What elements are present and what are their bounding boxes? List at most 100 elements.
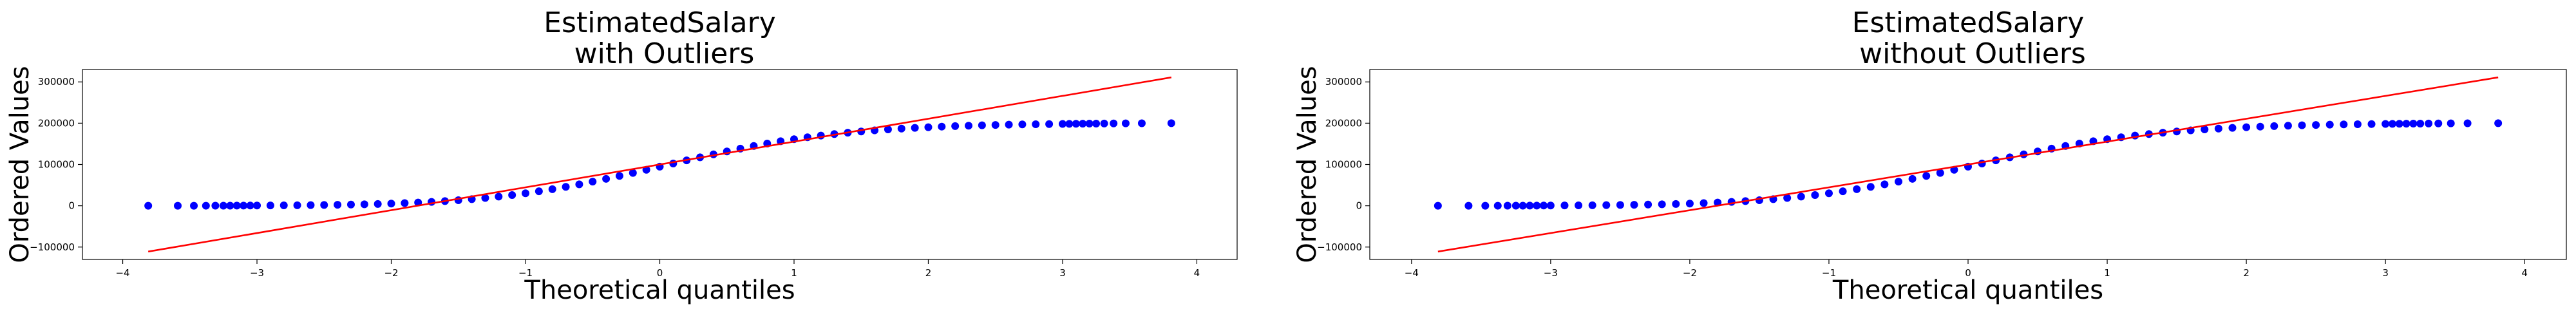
data-point (2425, 119, 2433, 127)
data-point (669, 160, 677, 168)
data-point (1121, 119, 1130, 127)
y-tick-label: 0 (1356, 200, 1362, 212)
data-point (2325, 120, 2334, 129)
data-point (387, 200, 395, 208)
data-point (144, 201, 153, 210)
data-point (2395, 120, 2403, 128)
data-point (1700, 199, 1708, 207)
data-point (174, 201, 182, 210)
plot-series-group (144, 76, 1175, 253)
data-point (2353, 120, 2362, 128)
x-tick-label: 2 (2243, 267, 2249, 279)
data-point (232, 201, 241, 210)
data-point (219, 201, 227, 210)
data-point (1072, 120, 1080, 128)
y-tick-label: 0 (68, 200, 75, 212)
chart-panel-1: −4 −3 −2 −1 0 1 2 3 4 −100000 0 100000 200000 300000 E… (5, 6, 1238, 305)
data-point (965, 122, 973, 130)
data-point (2340, 120, 2348, 129)
data-point (1018, 120, 1027, 129)
data-point (1616, 201, 1624, 209)
data-point (2434, 119, 2443, 127)
x-tick-label: 4 (1194, 267, 1200, 279)
x-tick-label: 1 (791, 267, 797, 279)
data-point (320, 201, 328, 209)
y-tick-label: −100000 (1317, 241, 1362, 253)
data-point (615, 172, 623, 180)
data-point (190, 201, 198, 210)
data-point (1783, 194, 1792, 202)
data-point (1137, 119, 1146, 127)
y-tick-label: 100000 (1325, 159, 1362, 171)
chart-panel-2: −4 −3 −2 −1 0 1 2 3 4 −100000 0 100000 200000 300000 E… (1293, 6, 2567, 305)
x-tick-label: −4 (115, 267, 129, 279)
data-point (2402, 120, 2410, 128)
data-point (246, 201, 254, 210)
data-point (978, 121, 986, 129)
data-point (279, 201, 288, 209)
data-point (2409, 120, 2418, 128)
y-tick-label: −100000 (30, 241, 75, 253)
data-point (334, 201, 342, 209)
data-point (508, 191, 516, 199)
data-point (884, 126, 892, 134)
data-point (924, 123, 933, 131)
data-point (1908, 174, 1917, 183)
data-point (1005, 120, 1013, 129)
data-point (226, 201, 234, 210)
data-point (1853, 185, 1861, 193)
data-point (1866, 183, 1875, 191)
data-point (589, 178, 597, 186)
data-point (1602, 201, 1611, 209)
y-axis-label: Ordered Values (5, 66, 35, 263)
y-tick-label: 200000 (38, 117, 75, 129)
data-point (1110, 119, 1118, 127)
data-point (897, 124, 905, 133)
data-point (253, 201, 261, 210)
data-point (2367, 120, 2376, 128)
data-point (1092, 119, 1101, 127)
x-tick-label: −2 (384, 267, 398, 279)
x-tick-label: 3 (2382, 267, 2389, 279)
x-tick-label: −3 (250, 267, 264, 279)
data-point (1588, 201, 1596, 209)
data-point (951, 122, 960, 130)
data-point (495, 192, 503, 201)
data-point (1526, 201, 1534, 210)
data-point (1464, 201, 1473, 210)
data-point (1880, 180, 1889, 189)
x-tick-label: 1 (2104, 267, 2110, 279)
data-point (1936, 169, 1944, 177)
data-point (1797, 192, 1805, 201)
data-point (1032, 120, 1040, 128)
data-point (1658, 200, 1666, 209)
data-point (1560, 201, 1569, 210)
data-point (1824, 189, 1833, 198)
data-point (1533, 201, 1541, 210)
data-point (1481, 201, 1490, 210)
data-point (2416, 119, 2425, 127)
data-point (911, 124, 919, 132)
data-point (1085, 120, 1094, 128)
y-tick-label: 200000 (1325, 117, 1362, 129)
data-point (266, 201, 274, 210)
x-tick-label: −1 (518, 267, 533, 279)
data-point (2382, 120, 2390, 128)
data-point (602, 174, 611, 183)
data-point (1065, 120, 1074, 128)
data-point (1167, 119, 1175, 127)
data-point (522, 189, 530, 198)
data-point (240, 201, 248, 210)
y-axis-label: Ordered Values (1293, 66, 1322, 263)
data-point (211, 201, 220, 210)
data-point (1045, 120, 1054, 128)
data-point (202, 201, 210, 210)
data-point (1630, 201, 1638, 209)
x-tick-label: −3 (1544, 267, 1558, 279)
data-point (991, 121, 999, 129)
data-point (1493, 201, 1502, 210)
data-point (535, 187, 543, 196)
data-point (548, 185, 556, 193)
x-tick-label: 2 (925, 267, 932, 279)
